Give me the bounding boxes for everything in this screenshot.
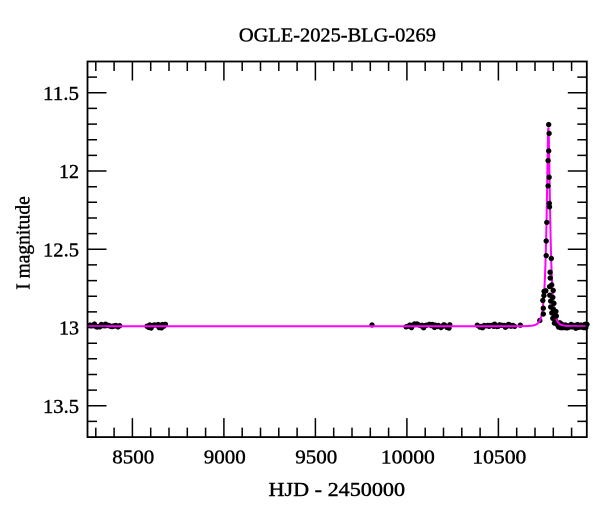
svg-text:I magnitude: I magnitude — [13, 196, 35, 290]
svg-text:9500: 9500 — [295, 446, 337, 468]
svg-text:10500: 10500 — [472, 446, 526, 468]
svg-text:12: 12 — [59, 161, 79, 183]
svg-text:OGLE-2025-BLG-0269: OGLE-2025-BLG-0269 — [239, 24, 436, 46]
svg-text:8500: 8500 — [112, 446, 154, 468]
svg-text:11.5: 11.5 — [43, 83, 79, 105]
svg-text:10000: 10000 — [381, 446, 435, 468]
svg-text:9000: 9000 — [204, 446, 246, 468]
svg-text:HJD - 2450000: HJD - 2450000 — [269, 479, 406, 501]
svg-text:12.5: 12.5 — [43, 239, 79, 261]
svg-text:13.5: 13.5 — [43, 396, 79, 418]
svg-text:13: 13 — [59, 318, 79, 340]
